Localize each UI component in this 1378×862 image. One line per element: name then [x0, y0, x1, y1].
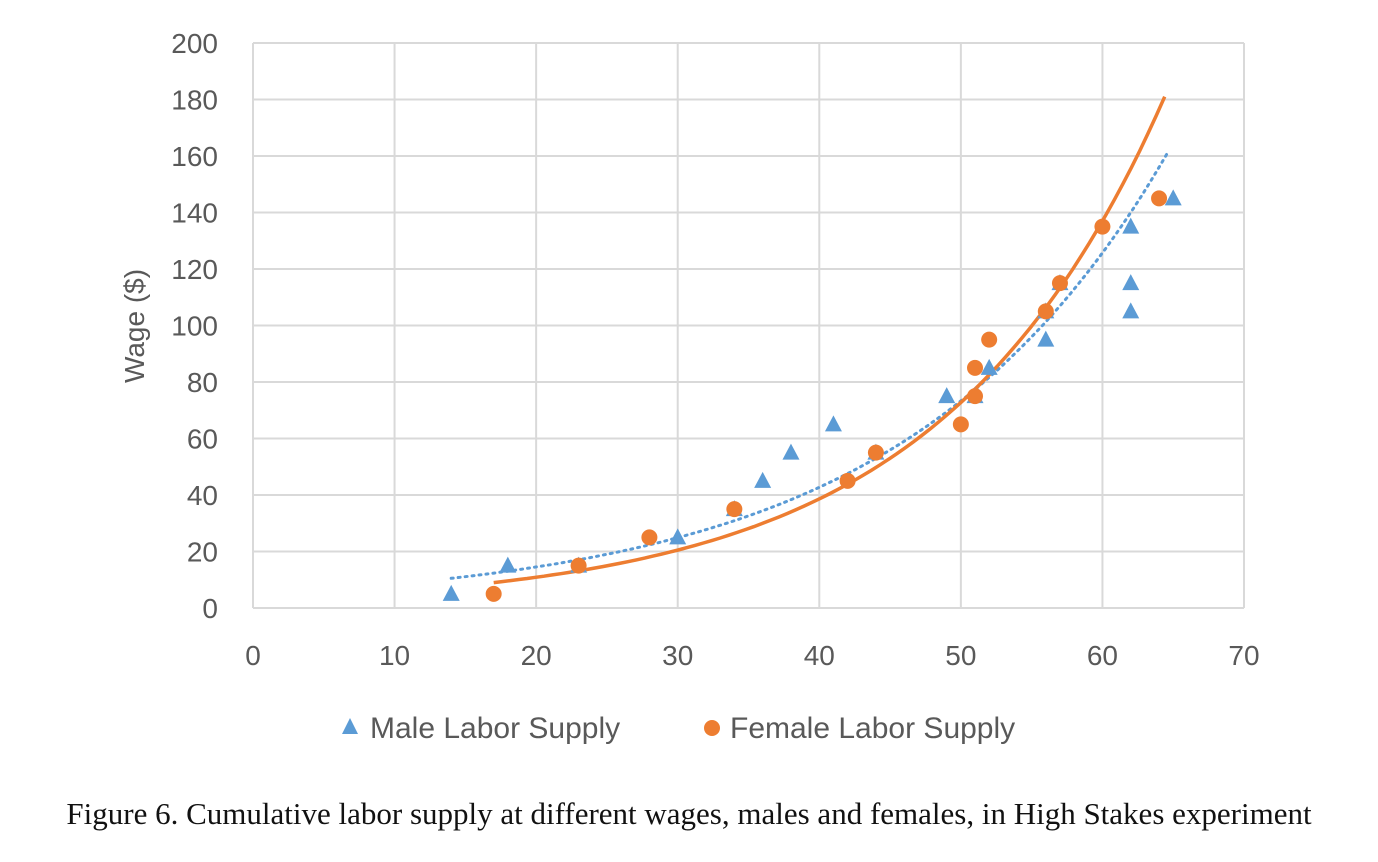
data-points — [442, 189, 1182, 602]
y-tick-label: 180 — [171, 85, 218, 116]
male-data-point — [782, 443, 800, 460]
male-data-point — [1037, 330, 1055, 347]
female-data-point — [867, 444, 884, 461]
y-axis-ticks: 0 20 40 60 80 100 120 140 160 180 200 — [171, 28, 218, 624]
female-data-point — [1094, 218, 1111, 235]
female-data-point — [485, 585, 502, 602]
female-data-point — [641, 529, 658, 546]
female-data-point — [1051, 275, 1068, 292]
male-data-point — [442, 584, 460, 601]
figure-caption: Figure 6. Cumulative labor supply at dif… — [66, 796, 1312, 831]
x-tick-label: 30 — [662, 640, 693, 671]
female-data-point — [726, 501, 743, 518]
x-tick-label: 60 — [1087, 640, 1118, 671]
y-tick-label: 0 — [202, 593, 218, 624]
male-data-point — [938, 387, 956, 404]
x-axis-ticks: 0 10 20 30 40 50 60 70 — [245, 640, 1259, 671]
male-data-point — [980, 358, 998, 375]
x-tick-label: 70 — [1228, 640, 1259, 671]
male-data-point — [824, 415, 842, 432]
male-data-point — [1164, 189, 1182, 206]
female-data-point — [981, 331, 998, 348]
y-tick-label: 60 — [187, 424, 218, 455]
female-data-point — [967, 359, 984, 376]
y-tick-label: 200 — [171, 28, 218, 59]
y-tick-label: 80 — [187, 367, 218, 398]
female-data-point — [967, 388, 984, 405]
male-data-point — [1122, 302, 1140, 319]
female-data-point — [570, 557, 587, 574]
male-trendline — [449, 148, 1171, 580]
y-axis-label: Wage ($) — [119, 269, 150, 383]
legend-male-triangle-icon — [342, 718, 358, 734]
y-tick-label: 140 — [171, 198, 218, 229]
y-tick-label: 40 — [187, 480, 218, 511]
labor-supply-chart: 0 20 40 60 80 100 120 140 160 180 200 0 10 20 30 40 50 6… — [119, 28, 1260, 745]
legend-male-label: Male Labor Supply — [370, 712, 620, 745]
x-tick-label: 0 — [245, 640, 261, 671]
female-data-point — [839, 472, 856, 489]
female-data-point — [1151, 190, 1168, 207]
grid-lines — [252, 42, 1245, 609]
legend-female-label: Female Labor Supply — [730, 712, 1015, 745]
x-tick-label: 50 — [945, 640, 976, 671]
male-data-point — [499, 556, 517, 573]
x-tick-label: 20 — [521, 640, 552, 671]
male-data-point — [669, 528, 687, 545]
y-tick-label: 120 — [171, 254, 218, 285]
y-tick-label: 160 — [171, 141, 218, 172]
male-data-point — [1122, 217, 1140, 234]
trendlines — [449, 95, 1171, 585]
x-tick-label: 40 — [804, 640, 835, 671]
female-trendline — [493, 95, 1167, 585]
female-data-point — [1037, 303, 1054, 320]
female-data-point — [952, 416, 969, 433]
legend-female-circle-icon — [704, 720, 720, 736]
legend: Male Labor Supply Female Labor Supply — [342, 712, 1015, 745]
male-data-point — [754, 471, 772, 488]
male-data-point — [1122, 274, 1140, 291]
x-tick-label: 10 — [379, 640, 410, 671]
y-tick-label: 20 — [187, 537, 218, 568]
y-tick-label: 100 — [171, 311, 218, 342]
